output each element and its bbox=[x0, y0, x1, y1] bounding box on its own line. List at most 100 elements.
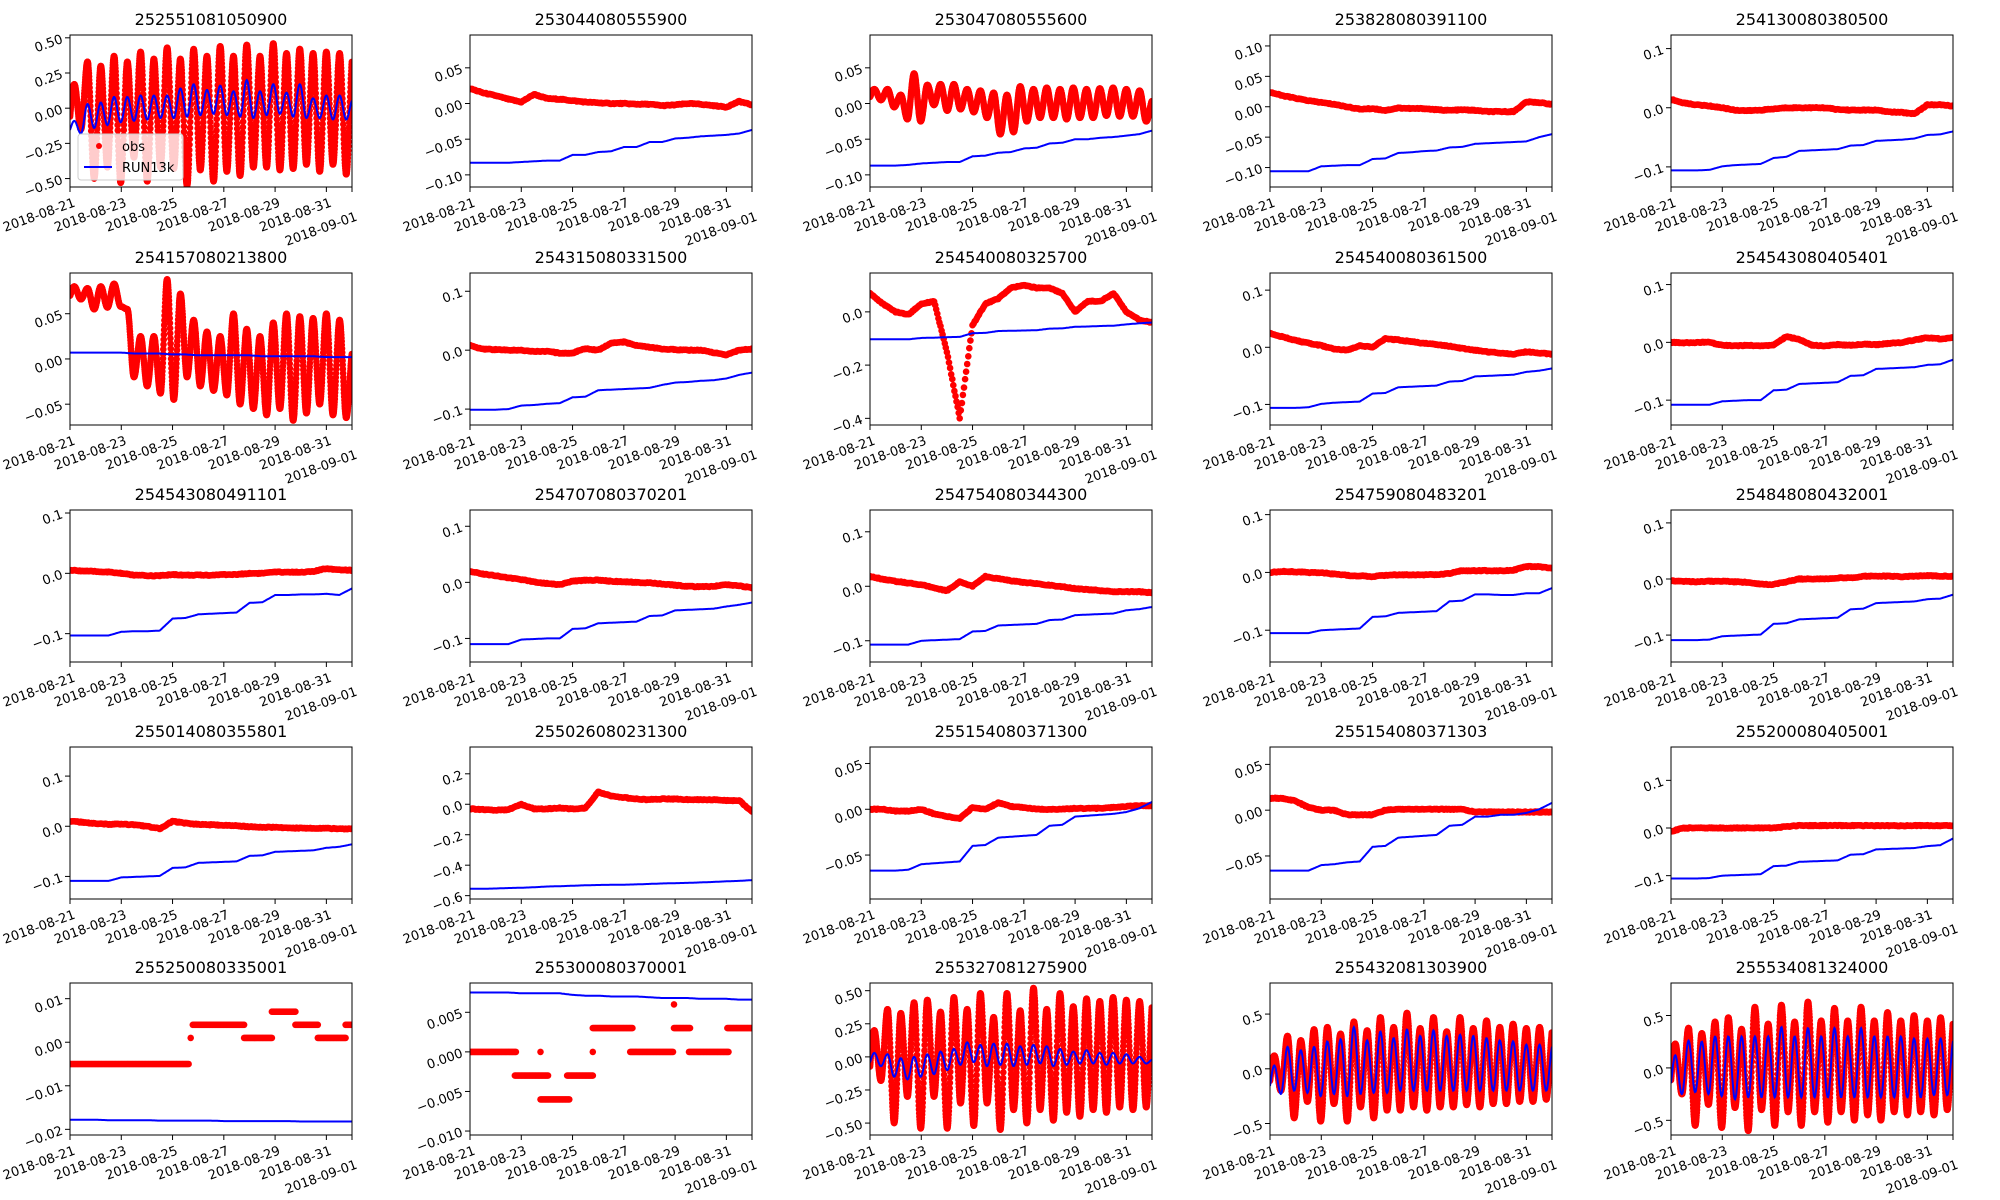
obs-point bbox=[318, 135, 326, 142]
obs-point bbox=[186, 146, 193, 154]
obs-point bbox=[233, 115, 241, 122]
obs-point bbox=[186, 130, 194, 137]
obs-point bbox=[340, 126, 347, 133]
obs-point bbox=[260, 119, 268, 127]
obs-point bbox=[166, 78, 173, 86]
obs-point bbox=[212, 132, 220, 140]
obs-point bbox=[239, 123, 247, 131]
obs-point bbox=[147, 120, 154, 127]
obs-point bbox=[287, 123, 294, 131]
obs-point bbox=[265, 133, 273, 140]
model-line bbox=[470, 128, 752, 164]
obs-point bbox=[245, 70, 253, 77]
obs-series bbox=[870, 70, 1152, 138]
obs-point bbox=[221, 129, 228, 137]
obs-point bbox=[305, 121, 313, 128]
obs-point bbox=[266, 118, 273, 126]
obs-point bbox=[160, 117, 167, 125]
obs-point bbox=[272, 73, 279, 81]
obs-point bbox=[139, 76, 146, 83]
obs-point bbox=[160, 321, 168, 329]
obs-point bbox=[212, 143, 220, 150]
obs-point bbox=[345, 138, 352, 146]
y-tick-label: 0.05 bbox=[1233, 71, 1265, 95]
obs-point bbox=[287, 118, 294, 126]
obs-point bbox=[292, 131, 299, 139]
obs-point bbox=[220, 119, 228, 126]
axes-frame bbox=[469, 34, 753, 188]
obs-point bbox=[86, 97, 94, 105]
subplot: 253828080391100−0.10−0.050.000.050.10201… bbox=[1201, 10, 1559, 250]
obs-point bbox=[185, 151, 193, 159]
obs-point bbox=[166, 330, 174, 337]
y-tick-label: 0.05 bbox=[833, 62, 865, 86]
subplot-title: 254130080380500 bbox=[1736, 10, 1889, 29]
obs-point bbox=[238, 144, 246, 151]
obs-point bbox=[186, 135, 193, 143]
obs-point bbox=[159, 127, 167, 135]
obs-point bbox=[234, 135, 241, 142]
subplot: 254130080380500−0.10.00.12018-08-212018-… bbox=[1602, 10, 1960, 250]
obs-point bbox=[114, 121, 121, 129]
obs-point bbox=[312, 89, 320, 97]
obs-point bbox=[166, 310, 173, 317]
y-tick-label: −0.1 bbox=[1631, 161, 1666, 186]
obs-point bbox=[205, 82, 213, 90]
model-line bbox=[870, 129, 1152, 167]
obs-point bbox=[226, 125, 233, 132]
subplot-title: 253044080555900 bbox=[535, 10, 688, 29]
obs-point bbox=[141, 123, 148, 131]
obs-point bbox=[207, 134, 215, 142]
plot-area bbox=[470, 85, 752, 164]
obs-point bbox=[160, 326, 168, 334]
y-tick-label: 0.0 bbox=[1642, 102, 1667, 123]
y-tick-label: −0.10 bbox=[1223, 162, 1266, 190]
obs-point bbox=[87, 127, 95, 135]
obs-point bbox=[213, 115, 220, 123]
y-tick-label: 0.00 bbox=[833, 98, 865, 122]
obs-point bbox=[272, 69, 279, 76]
obs-point bbox=[239, 129, 246, 136]
obs-point bbox=[206, 113, 214, 120]
obs-point bbox=[274, 126, 281, 134]
y-tick-label: 0.25 bbox=[33, 67, 65, 91]
obs-point bbox=[319, 120, 326, 128]
obs-point bbox=[166, 314, 173, 322]
obs-point bbox=[319, 125, 326, 133]
obs-point bbox=[260, 115, 267, 122]
legend-box bbox=[77, 133, 184, 181]
obs-point bbox=[273, 121, 281, 128]
obs-point bbox=[207, 124, 214, 131]
obs-point bbox=[147, 125, 154, 132]
y-tick-label: 0.10 bbox=[1233, 40, 1265, 64]
subplot: 254157080213800−0.050.000.052018-08-2120… bbox=[1, 248, 359, 488]
legend-label-obs: obs bbox=[122, 140, 145, 155]
axes-frame bbox=[869, 34, 1153, 188]
obs-point bbox=[221, 134, 228, 141]
obs-point bbox=[247, 125, 255, 133]
obs-point bbox=[113, 85, 120, 92]
obs-point bbox=[186, 124, 194, 132]
obs-point bbox=[200, 118, 207, 126]
obs-point bbox=[247, 120, 254, 128]
obs-point bbox=[226, 134, 233, 141]
obs-point bbox=[212, 153, 219, 160]
obs-point bbox=[292, 117, 300, 124]
y-tick-label: 0.00 bbox=[33, 103, 65, 127]
obs-point bbox=[312, 85, 319, 92]
obs-point bbox=[200, 114, 207, 121]
obs-point bbox=[313, 124, 321, 132]
obs-point bbox=[167, 345, 175, 353]
obs-point bbox=[186, 141, 193, 148]
obs-point bbox=[160, 341, 167, 348]
obs-point bbox=[173, 118, 181, 126]
y-tick-label: 0.00 bbox=[1233, 101, 1265, 125]
obs-point bbox=[348, 58, 352, 66]
obs-point bbox=[232, 85, 240, 92]
obs-point bbox=[239, 139, 246, 146]
obs-point bbox=[300, 119, 308, 126]
plot-area bbox=[870, 70, 1152, 167]
y-tick-label: −0.05 bbox=[823, 134, 866, 162]
obs-point bbox=[185, 156, 193, 163]
